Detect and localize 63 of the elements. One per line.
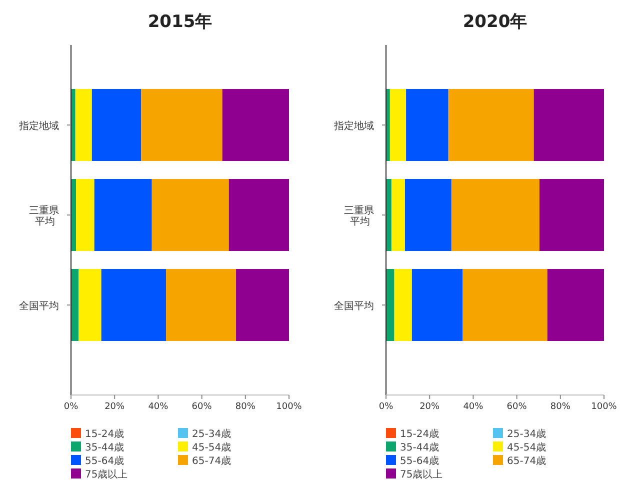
chart-title: 2020年 <box>462 12 528 32</box>
x-tick-label: 40% <box>463 402 484 412</box>
bar <box>166 269 236 341</box>
bar <box>71 179 76 251</box>
bar <box>71 269 79 341</box>
x-tick-label: 80% <box>550 402 571 412</box>
bar <box>101 269 166 341</box>
legend-label: 55-64歳 <box>400 455 440 467</box>
y-tick-label: 指定地域 <box>18 120 59 132</box>
legend-label: 15-24歳 <box>400 428 440 440</box>
bar <box>94 179 152 251</box>
bar <box>394 269 412 341</box>
bar <box>547 269 604 341</box>
legend-label: 65-74歳 <box>192 455 232 467</box>
y-tick-label: 指定地域 <box>333 120 374 132</box>
bar <box>406 89 448 161</box>
bar <box>152 179 229 251</box>
x-tick-label: 60% <box>506 402 528 412</box>
legend-label: 65-74歳 <box>507 455 546 467</box>
bar <box>141 89 222 161</box>
bar <box>386 179 392 251</box>
y-tick-label: 三重県平均 <box>344 204 374 228</box>
bar <box>71 89 76 161</box>
bar <box>386 269 394 341</box>
x-tick-label: 20% <box>420 402 440 412</box>
legend-label: 15-24歳 <box>85 428 124 440</box>
bar <box>404 179 452 251</box>
bar <box>391 179 405 251</box>
bar <box>78 269 102 341</box>
x-tick-label: 100% <box>276 402 302 412</box>
bar <box>236 269 289 341</box>
y-tick-label: 三重県平均 <box>29 204 59 228</box>
bar <box>539 179 604 251</box>
x-tick-label: 0% <box>64 402 79 412</box>
chart-title: 2015年 <box>148 12 212 32</box>
bar <box>451 179 540 251</box>
bar <box>222 89 289 161</box>
legend-label: 75歳以上 <box>85 468 128 480</box>
bar <box>534 89 604 161</box>
legend-label: 75歳以上 <box>400 468 443 480</box>
legend-label: 45-54歳 <box>507 442 546 454</box>
y-tick-label: 全国平均 <box>334 300 374 312</box>
x-tick-label: 80% <box>235 402 256 412</box>
legend-label: 45-54歳 <box>192 442 232 454</box>
legend-label: 35-44歳 <box>400 442 440 454</box>
y-tick-label: 全国平均 <box>19 300 59 312</box>
bar <box>390 89 406 161</box>
legend-label: 35-44歳 <box>85 442 124 454</box>
bar <box>462 269 548 341</box>
x-tick-label: 0% <box>378 402 394 412</box>
bar <box>75 89 92 161</box>
legend-label: 25-34歳 <box>192 428 232 440</box>
x-tick-label: 100% <box>591 402 618 412</box>
bar <box>448 89 534 161</box>
bar <box>76 179 94 251</box>
bar <box>92 89 142 161</box>
bar <box>412 269 463 341</box>
legend-label: 25-34歳 <box>507 428 546 440</box>
x-tick-label: 40% <box>148 402 169 412</box>
legend-label: 55-64歳 <box>85 455 124 467</box>
bar <box>228 179 289 251</box>
x-tick-label: 20% <box>104 402 126 412</box>
x-tick-label: 60% <box>192 402 212 412</box>
